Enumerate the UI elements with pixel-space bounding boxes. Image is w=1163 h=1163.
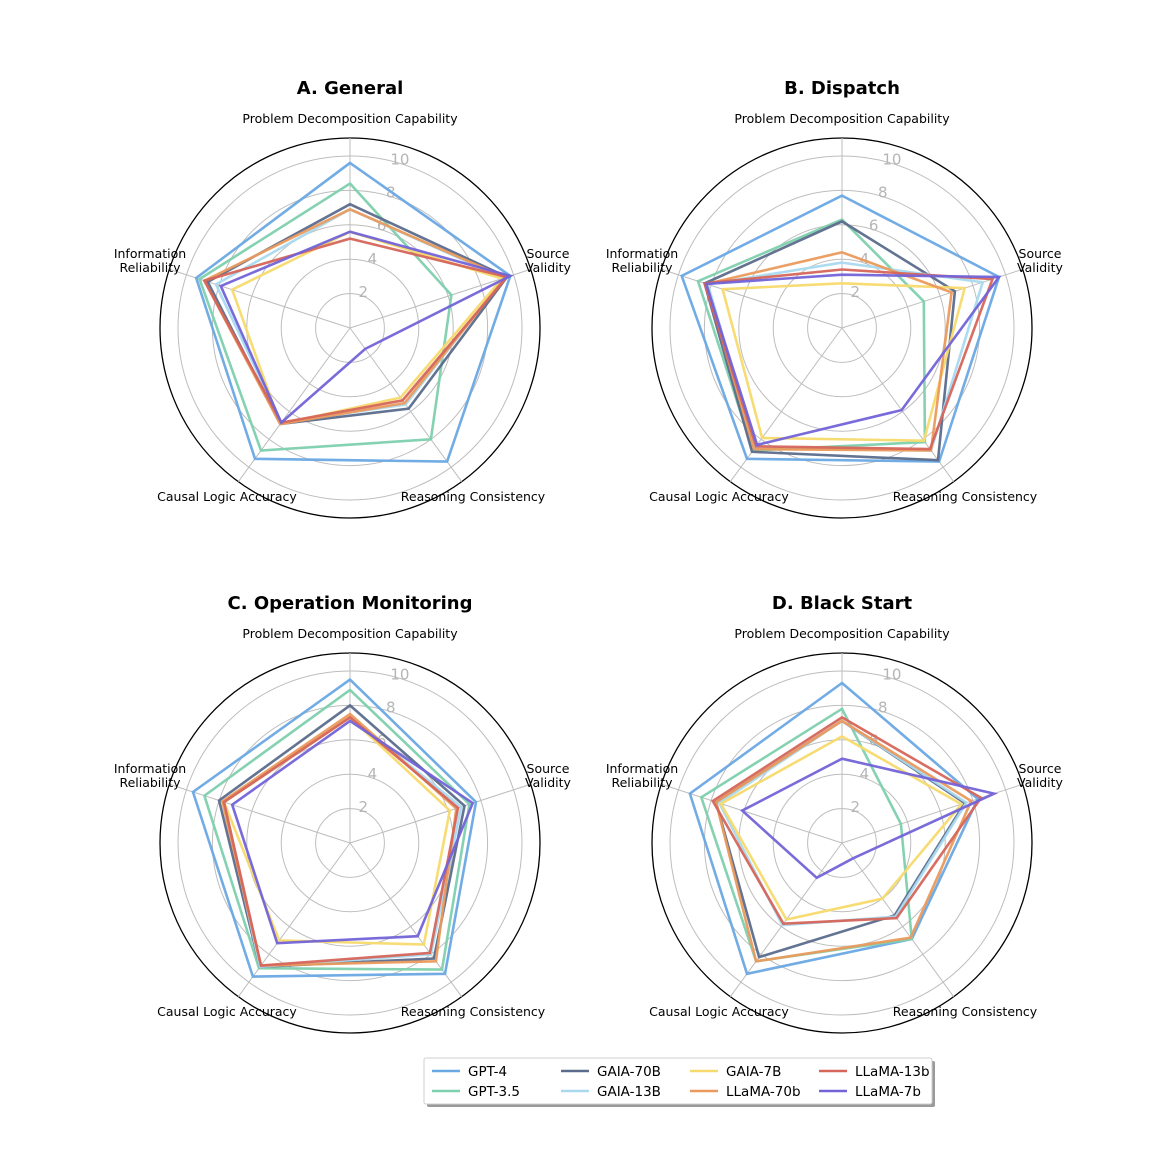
tick-label: 2 (850, 798, 860, 816)
legend-label-llama-13b: LLaMA-13b (855, 1064, 930, 1080)
axis-label-reasoning-consistency: Reasoning Consistency (893, 1004, 1038, 1019)
panel-title: C. Operation Monitoring (228, 593, 473, 614)
legend-label-llama-70b: LLaMA-70b (726, 1084, 801, 1100)
tick-label: 2 (358, 283, 368, 301)
axis-label-information-reliability: Information Reliability (606, 246, 678, 275)
panel-title: A. General (297, 78, 404, 99)
legend-label-gaia-7b: GAIA-7B (726, 1064, 781, 1080)
tick-label: 4 (368, 250, 378, 268)
spoke (237, 842, 351, 998)
series-gpt-3-5 (202, 688, 471, 971)
axis-label-source-validity: Source Validity (1017, 246, 1063, 275)
axis-label-information-reliability: Information Reliability (606, 761, 678, 790)
axis-label-information-reliability: Information Reliability (114, 761, 186, 790)
series-llama-70b (714, 719, 973, 963)
axis-label-reasoning-consistency: Reasoning Consistency (893, 489, 1038, 504)
tick-label: 10 (882, 665, 901, 683)
legend-label-gpt-3-5: GPT-3.5 (468, 1084, 520, 1100)
tick-label: 10 (882, 150, 901, 168)
series-gaia-7b (719, 734, 964, 921)
axis-label-causal-logic-accuracy: Causal Logic Accuracy (649, 1004, 789, 1019)
panel-title: D. Black Start (772, 593, 913, 614)
series-gaia-7b (720, 281, 967, 443)
tick-label: 6 (377, 217, 387, 235)
spoke (349, 842, 463, 998)
tick-label: 8 (386, 699, 396, 717)
series-llama-7b (219, 230, 514, 425)
tick-label: 2 (358, 798, 368, 816)
spoke (841, 327, 955, 483)
axis-label-problem-decomposition-capability: Problem Decomposition Capability (242, 111, 458, 126)
series-llama-13b (202, 237, 510, 425)
series-gpt-4 (680, 194, 1001, 463)
tick-label: 4 (368, 765, 378, 783)
axis-label-problem-decomposition-capability: Problem Decomposition Capability (242, 626, 458, 641)
tick-label: 8 (878, 184, 888, 202)
spoke (237, 327, 351, 483)
spoke (661, 268, 843, 329)
axis-label-reasoning-consistency: Reasoning Consistency (401, 1004, 546, 1019)
axis-label-causal-logic-accuracy: Causal Logic Accuracy (157, 1004, 297, 1019)
series-llama-7b (230, 719, 475, 945)
axis-label-problem-decomposition-capability: Problem Decomposition Capability (734, 626, 950, 641)
panel-title: B. Dispatch (784, 78, 900, 99)
legend: GPT-4 GPT-3.5 GAIA-70B GAIA-13B GAIA-7B LLaMA… (423, 1057, 935, 1107)
axis-label-source-validity: Source Validity (1017, 761, 1063, 790)
series-llama-70b (704, 250, 954, 452)
tick-label: 4 (860, 765, 870, 783)
tick-label: 8 (878, 699, 888, 717)
series-gpt-3-5 (696, 218, 927, 452)
series-llama-7b (739, 757, 999, 880)
series-llama-13b (222, 715, 460, 967)
series-gpt-4 (688, 681, 980, 976)
legend-label-gaia-13b: GAIA-13B (597, 1084, 661, 1100)
legend-label-gpt-4: GPT-4 (468, 1064, 507, 1080)
axis-label-reasoning-consistency: Reasoning Consistency (401, 489, 546, 504)
legend-box (423, 1057, 933, 1105)
radar-panel-b-dispatch: B. Dispatch 24 6 8 10 Problem Decomposition C… (606, 78, 1064, 519)
axis-label-source-validity: Source Validity (525, 246, 571, 275)
tick-label: 6 (869, 217, 879, 235)
legend-label-llama-7b: LLaMA-7b (855, 1084, 921, 1100)
axis-label-problem-decomposition-capability: Problem Decomposition Capability (734, 111, 950, 126)
series-gaia-70b (703, 219, 957, 462)
axis-label-causal-logic-accuracy: Causal Logic Accuracy (157, 489, 297, 504)
axis-label-information-reliability: Information Reliability (114, 246, 186, 275)
axis-label-source-validity: Source Validity (525, 761, 571, 790)
series-gpt-3-5 (197, 181, 453, 452)
spoke (349, 783, 531, 844)
series-gpt-4 (194, 161, 512, 463)
spoke (841, 842, 955, 998)
axis-label-causal-logic-accuracy: Causal Logic Accuracy (649, 489, 789, 504)
tick-label: 4 (860, 250, 870, 268)
spoke (729, 327, 843, 483)
spoke (169, 783, 351, 844)
tick-label: 10 (390, 665, 409, 683)
series-gpt-4 (191, 677, 478, 978)
legend-label-gaia-70b: GAIA-70B (597, 1064, 661, 1080)
tick-label: 2 (850, 283, 860, 301)
series-llama-7b (704, 273, 1002, 447)
tick-label: 10 (390, 150, 409, 168)
